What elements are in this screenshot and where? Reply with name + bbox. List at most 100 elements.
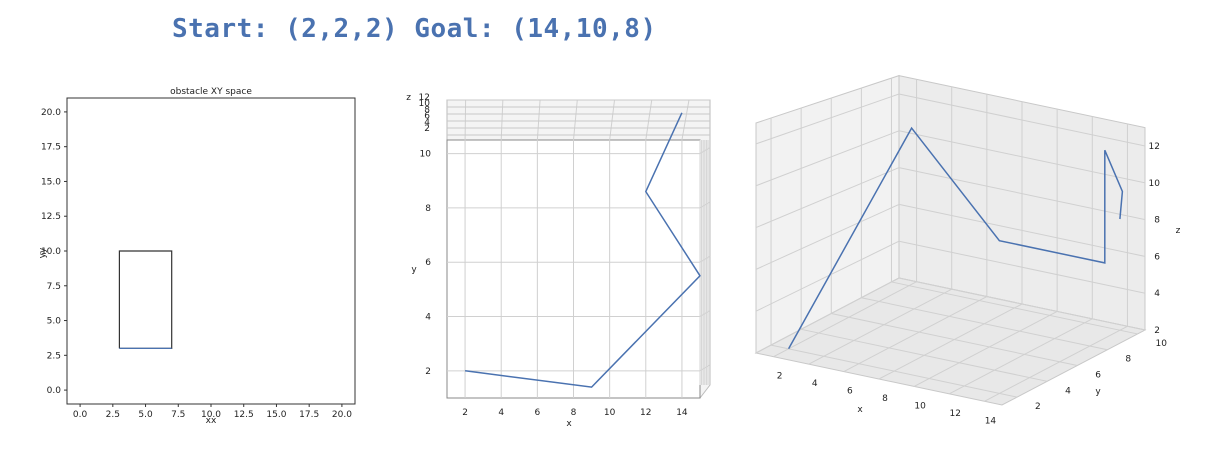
y-ticks: 2 4 6 8 10 [420,150,432,377]
x-tick-label: 2.5 [106,410,120,420]
floor-grid-y [861,297,1108,351]
grid-line-back [573,99,578,141]
grid-line-back [536,99,541,141]
x-tick-label: 5.0 [138,410,153,420]
x-tick-label: 2 [462,408,468,418]
y-tick-label: 2.5 [47,351,61,361]
grid-group [447,99,711,398]
start-goal-heading: Start: (2,2,2) Goal: (14,10,8) [172,14,657,44]
floor-grid-x [984,325,1128,402]
floor-grid-y [801,328,1048,382]
left-grid-z [755,277,900,354]
front-pane [446,139,701,399]
x-tick-label: 4 [812,379,818,389]
z-tick-label: 2 [1154,326,1160,336]
path-line [787,126,1124,350]
z-tick-label: 6 [1154,252,1160,262]
z-tick-label: 10 [1149,179,1161,189]
floor [754,277,1147,406]
y-tick-label: 4 [1065,386,1071,396]
x-axis-label: x [566,419,572,429]
z-tick-label: 10 [419,99,431,109]
floor-grid-x [949,318,1093,395]
x-tick-label: 10.0 [201,410,221,420]
axes-frame [446,99,711,399]
y-tick-label: 0.0 [47,386,62,396]
left-wall [755,74,900,354]
y-ticks: 0.0 2.5 5.0 7.5 10.0 12.5 15.0 17.5 20.0 [41,108,67,396]
z-tick-label: 2 [424,124,430,134]
y-axis-label: y [1095,387,1101,397]
z-axis-label: z [406,93,411,103]
grid-line-back [645,99,653,141]
x-tick-label: 14 [985,416,997,426]
left-grid-z [755,130,900,187]
z-ticks: 2 4 6 8 10 12 [1149,142,1161,336]
z-tick-label: 12 [1149,142,1160,152]
x-tick-label: 7.5 [171,410,185,420]
grid-line-back [464,99,467,141]
x-tick-label: 12 [950,409,961,419]
y-tick-label: 8 [1125,355,1131,365]
x-tick-label: 14 [676,408,688,418]
y-tick-label: 12.5 [41,212,61,222]
floor-grid-y [770,344,1018,398]
x-tick-label: 4 [498,408,504,418]
x-tick-label: 6 [847,387,853,397]
left-grid-z [755,203,900,270]
floor-grid-x [808,288,952,365]
y-tick-label: 4 [425,313,431,323]
back-grid-z [898,240,1146,294]
floor-grid-x [913,310,1058,387]
x-tick-label: 0.0 [73,410,88,420]
grid-line-side [699,255,711,263]
y-tick-label: 10 [420,150,432,160]
x-tick-label: 10 [914,401,926,411]
z-tick-label: 4 [424,118,430,128]
left-grid-z [755,167,900,229]
back-grid-z [898,277,1146,331]
back-grid-z [898,167,1146,221]
x-tick-label: 8 [571,408,577,418]
x-tick-label: 12.5 [234,410,254,420]
y-tick-label: 20.0 [41,108,61,118]
y-tick-label: 8 [425,204,431,214]
y-tick-label: 2 [425,367,431,377]
y-tick-label: 6 [425,258,431,268]
y-tick-label: 10 [1155,339,1167,349]
floor-grid-y [891,281,1138,335]
x-tick-label: 8 [882,394,888,404]
grid-line-side [699,310,711,317]
y-axis-label: yy [38,247,48,258]
grid-line-back [681,99,690,141]
x-tick-label: 12 [640,408,651,418]
z-tick-label: 8 [424,105,430,115]
x-ticks: 0.0 2.5 5.0 7.5 10.0 12.5 15.0 17.5 20.0 [73,404,352,420]
y-tick-label: 10.0 [41,247,61,257]
back-grid-z [898,130,1146,184]
x-tick-label: 20.0 [332,410,352,420]
z-tick-label: 8 [1154,216,1160,226]
x-tick-label: 15.0 [266,410,286,420]
y-axis-label: y [411,265,417,275]
x-axis-label: xx [206,416,217,426]
y-tick-label: 2 [1035,402,1041,412]
grid-line-back [609,99,616,141]
grid-line-side [699,364,711,372]
y-tick-label: 7.5 [47,282,61,292]
panes [754,74,1147,406]
y-tick-label: 15.0 [41,177,61,187]
z-tick-label: 4 [1154,289,1160,299]
y-tick-label: 5.0 [47,317,62,327]
x-axis-label: x [857,405,863,415]
back-pane [446,99,711,399]
left-grid-z [755,240,900,312]
grid-line-back [500,99,504,141]
y-ticks: 2 4 6 8 10 [1035,339,1167,412]
x-ticks: 2 4 6 8 10 12 14 [462,408,688,418]
grid-line-side [699,147,711,155]
